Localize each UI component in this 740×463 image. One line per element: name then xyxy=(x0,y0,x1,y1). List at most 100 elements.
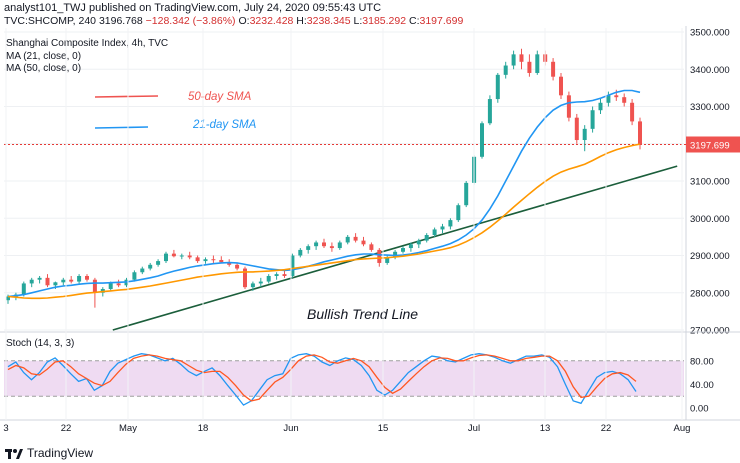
candle-body xyxy=(377,249,382,263)
stoch-line-pct-k xyxy=(7,353,637,406)
last-price-label: 3197.699 xyxy=(690,140,730,151)
candle-body xyxy=(551,61,556,77)
last-price: 3196.768 xyxy=(98,15,143,27)
price-tick-label: 2800.000 xyxy=(690,288,730,299)
price-tick-label: 2900.000 xyxy=(690,251,730,262)
candle-body xyxy=(432,229,437,236)
time-tick-label: 3 xyxy=(3,423,8,434)
candle-body xyxy=(195,257,200,262)
ohlc-line: TVC:SHCOMP, 240 3196.768 −128.342 (−3.86… xyxy=(4,15,463,27)
indicator-label: MA (50, close, 0) xyxy=(6,63,81,74)
time-tick-label: Jun xyxy=(283,423,298,434)
candle-body xyxy=(416,240,421,245)
candle-body xyxy=(148,264,153,269)
stoch-band xyxy=(4,360,684,397)
candle-body xyxy=(480,123,484,157)
sma21-legend-line xyxy=(94,126,149,129)
candle-body xyxy=(353,236,358,241)
tradingview-watermark[interactable]: TradingView xyxy=(5,446,93,460)
price-chart-title: Shanghai Composite Index, 4h, TVC xyxy=(6,38,168,49)
candle-body xyxy=(61,279,66,283)
candle-body xyxy=(448,220,453,227)
stoch-line-pct-d xyxy=(7,354,637,402)
candle-body xyxy=(45,277,50,286)
candle-body xyxy=(132,272,137,280)
time-tick-label: Jul xyxy=(468,423,480,434)
candle-body xyxy=(630,102,635,122)
time-tick-label: 22 xyxy=(61,423,72,434)
candle-body xyxy=(203,259,208,262)
candle-body xyxy=(219,259,224,263)
candle-body xyxy=(211,259,216,261)
candle-body xyxy=(337,242,342,249)
candle-body xyxy=(53,282,58,286)
price-tick-label: 3000.000 xyxy=(690,214,730,225)
indicator-label: MA (21, close, 0) xyxy=(6,51,81,62)
candle-body xyxy=(401,248,405,252)
candle-body xyxy=(322,242,326,247)
candle-body xyxy=(495,74,500,100)
close-key: C: xyxy=(409,15,420,27)
candle-body xyxy=(385,257,390,263)
sma21-legend-label: 21-day SMA xyxy=(192,119,257,131)
candle-body xyxy=(179,255,184,257)
candle-body xyxy=(306,246,311,250)
candle-body xyxy=(440,226,445,230)
candle-body xyxy=(503,65,508,75)
high-key: H: xyxy=(296,15,307,27)
candle-body xyxy=(164,253,168,262)
candle-body xyxy=(511,54,516,66)
candle-body xyxy=(393,251,398,258)
ma-line-50-day-sma xyxy=(7,143,641,300)
candle-body xyxy=(408,244,413,249)
candle-body xyxy=(598,102,603,111)
time-axis[interactable]: 3 22 May 18 Jun 15 Jul 13 22 Aug xyxy=(3,28,690,434)
symbol-label: TVC:SHCOMP, 240 xyxy=(4,15,97,27)
time-tick-label: 13 xyxy=(540,423,551,434)
candle-body xyxy=(290,255,295,276)
stoch-tick-label: 40.00 xyxy=(690,380,714,391)
candle-body xyxy=(171,253,176,257)
ma-line-21-day-sma xyxy=(7,89,641,298)
candle-body xyxy=(85,275,89,280)
price-chart[interactable]: 3500.0003400.0003300.0003200.0003100.000… xyxy=(0,26,740,437)
price-pane[interactable]: 3500.0003400.0003300.0003200.0003100.000… xyxy=(0,26,740,420)
candle-body xyxy=(574,117,579,141)
candle-body xyxy=(298,249,303,256)
bullish-trend-line xyxy=(112,165,678,331)
candle-body xyxy=(21,283,26,295)
candle-body xyxy=(464,182,469,206)
low-key: L: xyxy=(353,15,363,27)
candle-body xyxy=(250,283,255,288)
stoch-title: Stoch (14, 3, 3) xyxy=(6,338,74,349)
candle-body xyxy=(590,110,595,129)
candle-body xyxy=(622,97,627,103)
time-tick-label: Aug xyxy=(674,423,691,434)
candle-body xyxy=(266,275,271,282)
candle-body xyxy=(243,268,247,288)
stoch-pane[interactable]: Stoch (14, 3, 3) 80.00 40.00 0.00 xyxy=(0,338,740,421)
change-value: −128.342 (−3.86%) xyxy=(145,15,236,27)
stoch-tick-label: 80.00 xyxy=(690,356,714,367)
candle-body xyxy=(329,246,334,249)
time-tick-label: May xyxy=(119,423,137,434)
candle-body xyxy=(638,121,642,145)
sma50-legend-label: 50-day SMA xyxy=(188,91,252,103)
candle-body xyxy=(77,275,82,282)
price-tick-label: 3300.000 xyxy=(690,102,730,113)
stoch-tick-label: 0.00 xyxy=(690,404,709,415)
open-key: O: xyxy=(238,15,250,27)
candle-body xyxy=(519,54,524,62)
candle-body xyxy=(156,261,161,265)
last-price-box xyxy=(686,136,740,153)
tradingview-logo-icon xyxy=(5,449,23,459)
candle-body xyxy=(29,279,34,284)
candle-body xyxy=(314,242,319,247)
publisher-line: analyst101_TWJ published on TradingView.… xyxy=(4,2,382,14)
candle-body xyxy=(69,279,74,282)
candle-body xyxy=(258,281,263,284)
candle-body xyxy=(227,262,232,265)
price-tick-label: 2700.000 xyxy=(690,326,730,337)
candle-body xyxy=(116,283,121,286)
chart-header: analyst101_TWJ published on TradingView.… xyxy=(0,0,740,27)
